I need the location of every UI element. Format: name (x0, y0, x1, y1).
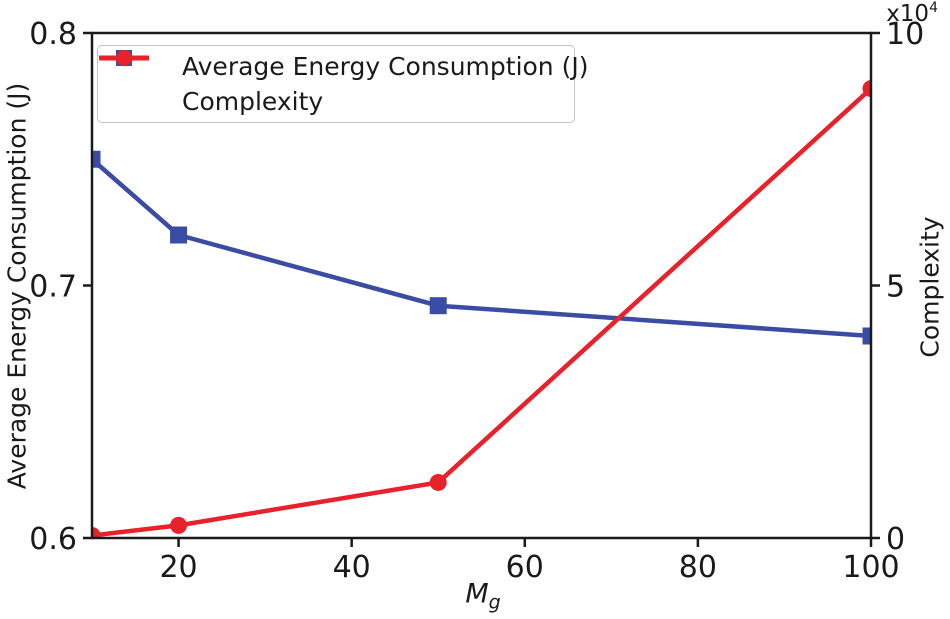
x-axis-label-subscript: g (488, 591, 501, 614)
left-y-tick-label: 0.6 (29, 522, 77, 557)
x-tick-label: 60 (506, 550, 544, 585)
x-tick-label: 20 (159, 550, 197, 585)
x-tick-label: 40 (333, 550, 371, 585)
right-y-tick-label: 5 (886, 270, 905, 305)
red-line-circle-swatch (99, 50, 167, 114)
x-axis-label-symbol: M (465, 578, 489, 610)
legend-swatch-line (99, 50, 149, 66)
left-y-tick-label: 0.8 (29, 17, 77, 52)
x-tick-label: 100 (842, 550, 899, 585)
series-0-square-marker (862, 327, 871, 345)
series-0-square-marker (92, 150, 101, 168)
legend-circle-marker-icon (116, 50, 132, 66)
multiplier-base: x10 (886, 1, 930, 27)
plot-frame (90, 31, 873, 540)
legend-label-complexity: Complexity (182, 87, 324, 116)
series-0-square-marker (429, 297, 447, 315)
left-y-tick-label: 0.7 (29, 270, 77, 305)
series-group (92, 80, 871, 538)
series-line-0 (92, 157, 871, 339)
series-1-circle-marker (170, 516, 188, 534)
x-axis-label: Mg (465, 579, 500, 614)
legend-item-energy: Average Energy Consumption (J) (99, 50, 588, 81)
series-1-circle-marker (92, 526, 101, 538)
left-y-axis-label: Average Energy Consumption (J) (2, 82, 32, 490)
legend: Average Energy Consumption (J) Complexit… (97, 45, 588, 123)
right-y-axis-label: Complexity (915, 216, 945, 358)
right-axis-multiplier: x104 (886, 0, 938, 27)
right-y-tick-label: 10 (886, 17, 924, 52)
right-y-tick-label: 0 (886, 522, 905, 557)
series-0-square-marker (170, 226, 188, 244)
series-line-1 (92, 86, 871, 538)
legend-item-complexity: Complexity (99, 50, 574, 116)
multiplier-exponent: 4 (929, 0, 938, 16)
series-1-circle-marker (429, 473, 447, 491)
series-1-circle-marker (862, 80, 871, 98)
x-tick-label: 80 (679, 550, 717, 585)
legend-label-energy: Average Energy Consumption (J) (182, 52, 589, 81)
